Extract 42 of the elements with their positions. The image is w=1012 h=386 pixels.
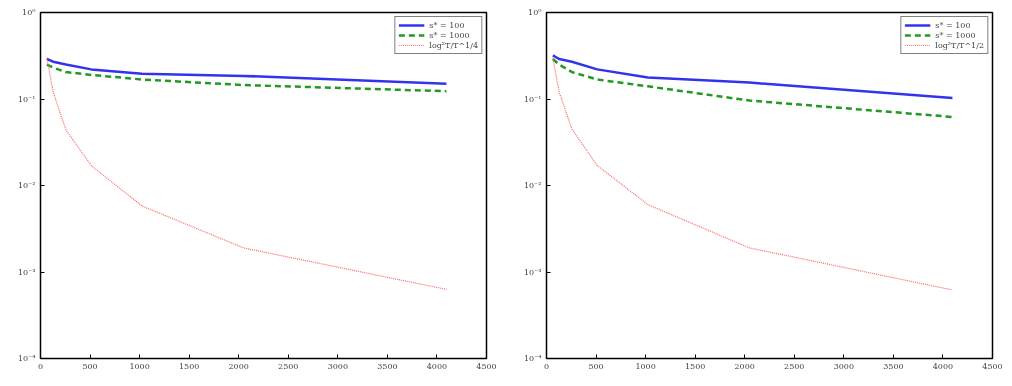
- y-tick-label: 10⁻¹: [523, 94, 542, 104]
- line-series: [45, 63, 448, 93]
- legend-label: s* = 1000: [935, 30, 976, 40]
- y-tick-label: 10⁰: [528, 8, 542, 17]
- x-tick-label: 3000: [327, 361, 349, 371]
- x-tick-label: 4000: [426, 361, 448, 371]
- x-tick-label: 2000: [228, 361, 249, 371]
- y-tick-label: 10⁻³: [17, 267, 36, 277]
- y-tick-label: 10⁻⁴: [17, 354, 36, 363]
- x-tick-label: 2500: [278, 361, 299, 371]
- legend-label: log²T/T^1/2: [935, 40, 984, 50]
- x-tick-label: 0: [543, 361, 550, 371]
- x-tick-label: 1000: [635, 361, 656, 371]
- x-tick-label: 0: [37, 361, 44, 371]
- line-series: [46, 57, 448, 290]
- line-series: [551, 54, 954, 100]
- x-tick-label: 1500: [684, 361, 706, 371]
- x-tick-label: 4500: [476, 361, 497, 371]
- x-tick-label: 2500: [784, 361, 805, 371]
- legend-label: s* = 1000: [429, 30, 470, 40]
- y-tick-label: 10⁻⁴: [523, 354, 542, 363]
- y-tick-label: 10⁻²: [523, 181, 542, 190]
- x-tick-label: 1000: [129, 361, 150, 371]
- y-tick-label: 10⁰: [22, 8, 36, 17]
- legend-label: s* = 100: [935, 20, 971, 30]
- y-tick-label: 10⁻¹: [17, 94, 36, 104]
- x-tick-label: 500: [82, 361, 98, 371]
- x-tick-label: 3000: [833, 361, 855, 371]
- line-series: [45, 57, 448, 86]
- y-tick-label: 10⁻³: [523, 267, 542, 277]
- line-series: [551, 57, 954, 119]
- x-tick-label: 3500: [883, 361, 904, 371]
- legend-label: log²T/T^1/4: [429, 40, 478, 50]
- x-tick-label: 500: [588, 361, 604, 371]
- y-tick-label: 10⁻²: [17, 181, 36, 190]
- x-tick-label: 4000: [932, 361, 954, 371]
- legend-label: s* = 100: [429, 20, 465, 30]
- x-tick-label: 4500: [982, 361, 1003, 371]
- line-series: [552, 57, 954, 291]
- x-tick-label: 1500: [178, 361, 200, 371]
- x-tick-label: 3500: [377, 361, 398, 371]
- x-tick-label: 2000: [734, 361, 755, 371]
